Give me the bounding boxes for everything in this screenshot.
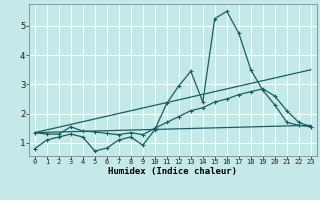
X-axis label: Humidex (Indice chaleur): Humidex (Indice chaleur) xyxy=(108,167,237,176)
